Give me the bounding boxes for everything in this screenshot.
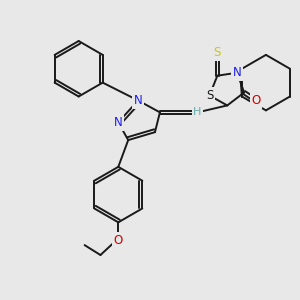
Text: H: H bbox=[194, 107, 202, 117]
Text: O: O bbox=[114, 234, 123, 247]
Text: N: N bbox=[114, 116, 123, 129]
Text: O: O bbox=[251, 94, 261, 107]
Text: N: N bbox=[134, 94, 142, 107]
Text: N: N bbox=[233, 66, 242, 79]
Text: S: S bbox=[206, 89, 213, 102]
Text: S: S bbox=[214, 46, 221, 59]
